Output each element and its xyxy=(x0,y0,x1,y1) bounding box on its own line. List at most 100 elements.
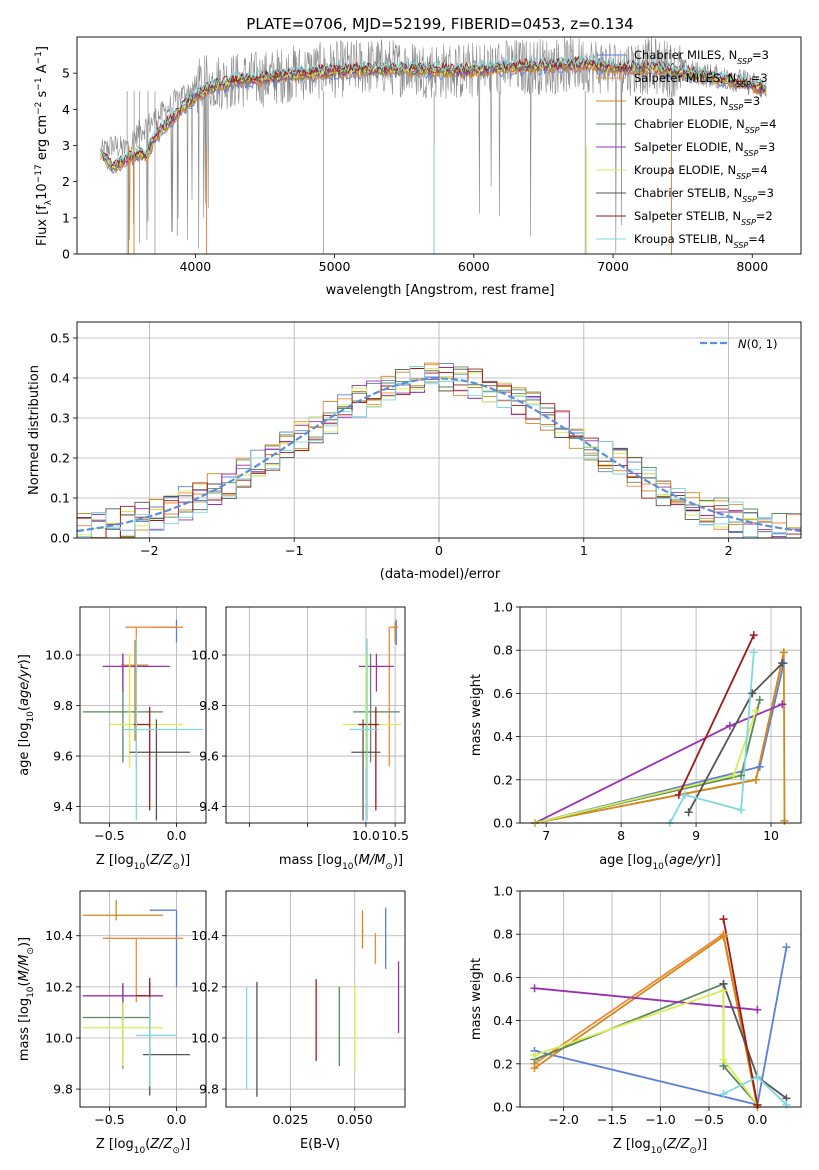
y-tick-label: 0.8 xyxy=(493,927,513,942)
y-tick-label: 9.8 xyxy=(199,698,219,713)
x-tick-label: 9 xyxy=(692,828,700,843)
y-tick-label: 0.8 xyxy=(493,643,513,658)
y-axis-label: Normed distribution xyxy=(27,365,42,495)
x-tick-label: −0.5 xyxy=(694,1112,724,1127)
legend-label: Kroupa MILES, NSSP=3 xyxy=(634,94,760,112)
x-tick-label: 8 xyxy=(617,828,625,843)
x-tick-label: 1 xyxy=(580,543,588,558)
axes-frame xyxy=(76,321,802,539)
weight-line xyxy=(534,652,786,823)
x-tick-label: −1.5 xyxy=(597,1112,627,1127)
y-tick-label: 10.0 xyxy=(45,1030,73,1045)
model-spectrum-line xyxy=(100,53,767,167)
y-tick-label: 10.4 xyxy=(45,928,73,943)
y-tick-label: 0.4 xyxy=(50,371,70,386)
y-tick-label: 0.1 xyxy=(50,491,70,506)
x-axis-label: Z [log10(Z/Z⊙)] xyxy=(96,1137,190,1156)
x-tick-label: −2 xyxy=(140,543,158,558)
x-tick-label: 4000 xyxy=(179,259,211,274)
y-tick-label: 3 xyxy=(62,138,70,153)
y-tick-label: 1.0 xyxy=(493,884,513,899)
weight-marker xyxy=(725,721,734,730)
weight-marker xyxy=(753,1100,762,1109)
y-tick-label: 9.8 xyxy=(199,1082,219,1097)
weight-marker xyxy=(752,706,761,715)
weight-marker xyxy=(737,806,746,815)
x-tick-label: 10.5 xyxy=(381,828,409,843)
y-tick-label: 9.6 xyxy=(53,749,73,764)
x-tick-label: 8000 xyxy=(736,259,768,274)
x-tick-label: 0.0 xyxy=(167,1112,187,1127)
x-tick-label: 0.0 xyxy=(167,828,187,843)
y-tick-label: 0.2 xyxy=(50,451,70,466)
plot-spectrum: 4000 5000 6000 7000 8000 0 1 2 3 4 5 Chabrier MILES… xyxy=(34,36,802,298)
weight-marker xyxy=(530,984,539,993)
y-tick-label: 10.0 xyxy=(191,1030,219,1045)
y-tick-label: 10.0 xyxy=(191,648,219,663)
legend-label: Salpeter STELIB, NSSP=2 xyxy=(634,209,773,227)
weight-marker xyxy=(755,762,764,771)
x-tick-label: −1.0 xyxy=(645,1112,675,1127)
weight-marker xyxy=(749,631,758,640)
y-tick-label: 4 xyxy=(62,102,70,117)
y-tick-label: 9.4 xyxy=(199,799,219,814)
y-tick-label: 0.2 xyxy=(493,772,513,787)
y-axis-label: mass weight xyxy=(469,674,484,756)
y-tick-label: 0.0 xyxy=(50,531,70,546)
histogram-step xyxy=(77,368,801,538)
weight-line xyxy=(678,634,755,796)
y-tick-label: 1.0 xyxy=(493,600,513,615)
weight-line xyxy=(534,989,759,1106)
weight-marker xyxy=(752,775,761,784)
y-tick-label: 9.8 xyxy=(53,698,73,713)
axes-frame xyxy=(519,890,802,1108)
legend-label: Salpeter MILES, NSSP=3 xyxy=(634,71,768,89)
y-axis-label: Flux [fλ10−17 erg cm−2 s−1 A−1] xyxy=(34,46,54,246)
y-tick-label: 1 xyxy=(62,210,70,225)
x-axis-label: (data-model)/error xyxy=(380,567,501,582)
x-tick-label: 5000 xyxy=(319,259,351,274)
legend-label: Chabrier MILES, NSSP=3 xyxy=(634,48,769,66)
x-tick-label: 0.025 xyxy=(272,1112,308,1127)
weight-marker xyxy=(719,932,728,941)
normal-curve xyxy=(77,377,801,533)
y-tick-label: 0.6 xyxy=(493,970,513,985)
x-tick-label: −0.5 xyxy=(94,828,124,843)
y-tick-label: 0.5 xyxy=(50,331,70,346)
model-spectrum-line xyxy=(100,55,767,166)
weight-marker xyxy=(782,1100,791,1109)
weight-marker xyxy=(719,915,728,924)
y-tick-label: 0.2 xyxy=(493,1056,513,1071)
y-tick-label: 0.3 xyxy=(50,411,70,426)
weight-marker xyxy=(680,790,689,799)
weight-marker xyxy=(729,771,738,780)
legend-label: Kroupa STELIB, NSSP=4 xyxy=(634,232,765,250)
x-tick-label: 0 xyxy=(435,543,443,558)
weight-line xyxy=(722,918,759,1105)
x-axis-label: E(B-V) xyxy=(300,1137,340,1152)
x-tick-label: 7 xyxy=(542,828,550,843)
legend-label: Chabrier ELODIE, NSSP=4 xyxy=(634,117,776,135)
plot-mass_vs_ebv: 0.025 0.050 9.8 10.0 10.2 10.4 E(B-V) xyxy=(191,890,406,1152)
legend-label: Kroupa ELODIE, NSSP=4 xyxy=(634,163,768,181)
figure-title: PLATE=0706, MJD=52199, FIBERID=0453, z=0… xyxy=(246,15,633,33)
axes-frame xyxy=(79,890,207,1108)
x-tick-label: −1 xyxy=(285,543,303,558)
weight-marker xyxy=(748,689,757,698)
plot-age_vs_Z: −0.5 0.0 9.4 9.6 9.8 10.0 Z [log10(Z/Z⊙)] age [… xyxy=(17,606,207,872)
weight-marker xyxy=(753,1072,762,1081)
x-axis-label: wavelength [Angstrom, rest frame] xyxy=(326,283,555,298)
y-tick-label: 9.4 xyxy=(53,799,73,814)
plot-mass_vs_Z: −0.5 0.0 9.8 10.0 10.2 10.4 Z [log10(Z/Z⊙)] mas… xyxy=(17,890,207,1156)
legend-label: N(0, 1) xyxy=(738,337,778,351)
y-tick-label: 0.0 xyxy=(493,816,513,831)
y-tick-label: 0 xyxy=(62,247,70,262)
weight-marker xyxy=(530,1064,539,1073)
y-tick-label: 0.6 xyxy=(493,686,513,701)
plot-area xyxy=(342,619,401,821)
y-axis-label: age [log10(age/yr)] xyxy=(17,654,36,776)
x-tick-label: 10 xyxy=(763,828,779,843)
plot-area xyxy=(82,899,190,1096)
x-tick-label: 6000 xyxy=(458,259,490,274)
